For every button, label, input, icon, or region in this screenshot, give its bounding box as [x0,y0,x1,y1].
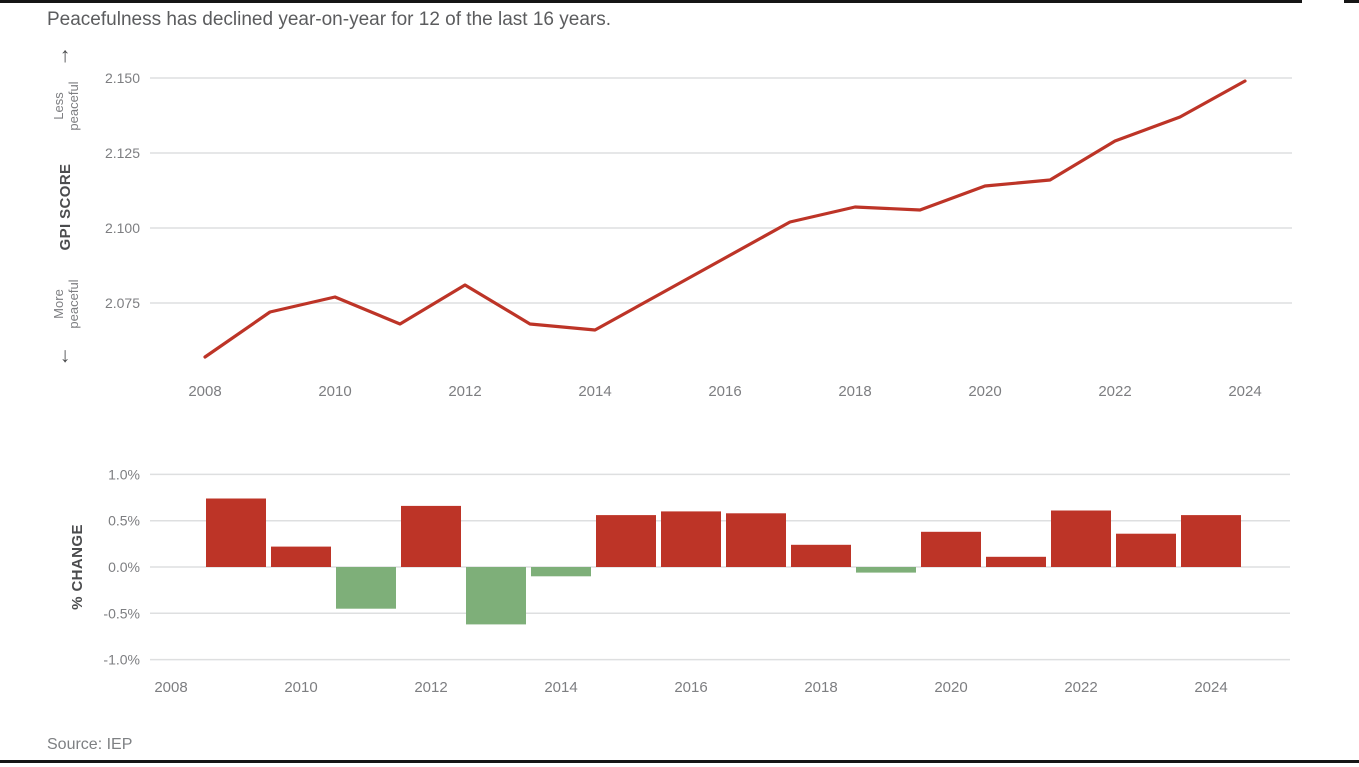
x-tick-label: 2008 [154,679,187,696]
x-tick-label: 2016 [674,679,707,696]
x-tick-label: 2024 [1228,383,1261,400]
bar-2013 [466,567,526,625]
less-peaceful-label: Less peaceful [51,81,81,131]
y-tick-label: 0.0% [108,559,140,575]
top-border-line [0,0,1302,3]
percent-change-axis-label: % CHANGE [69,524,86,610]
top-border-line-end [1344,0,1359,3]
figure-title: Peacefulness has declined year-on-year f… [47,9,611,30]
x-tick-label: 2018 [838,383,871,400]
x-tick-label: 2018 [804,679,837,696]
x-tick-label: 2020 [968,383,1001,400]
bar-2010 [271,546,331,567]
bar-2024 [1181,515,1241,567]
bottom-border-line [0,760,1359,763]
bar-2019 [856,567,916,573]
bar-2011 [336,567,396,609]
y-tick-label: 0.5% [108,513,140,529]
bar-2017 [726,513,786,567]
y-tick-label: 2.075 [105,295,140,311]
y-tick-label: 2.125 [105,145,140,161]
x-tick-label: 2014 [578,383,611,400]
x-tick-label: 2012 [448,383,481,400]
x-tick-label: 2022 [1098,383,1131,400]
bar-2015 [596,515,656,567]
gpi-score-axis-label: GPI SCORE [57,163,74,251]
y-tick-label: 2.150 [105,70,140,86]
x-tick-label: 2016 [708,383,741,400]
bar-2021 [986,556,1046,567]
bar-2012 [401,505,461,567]
y-tick-label: -1.0% [103,652,140,668]
bar-2016 [661,511,721,567]
x-tick-label: 2008 [188,383,221,400]
x-tick-label: 2010 [284,679,317,696]
bar-2009 [206,498,266,567]
bar-2022 [1051,510,1111,567]
y-tick-label: 2.100 [105,220,140,236]
x-tick-label: 2012 [414,679,447,696]
gpi-score-line [203,79,1247,359]
y-tick-label: 1.0% [108,466,140,482]
bar-2023 [1116,533,1176,567]
more-peaceful-label: More peaceful [51,279,81,329]
less-peaceful-arrow-icon: ↑ [59,44,71,67]
source-note: Source: IEP [47,736,133,753]
x-tick-label: 2022 [1064,679,1097,696]
x-tick-label: 2014 [544,679,577,696]
x-tick-label: 2020 [934,679,967,696]
bar-2018 [791,544,851,567]
y-tick-label: -0.5% [103,605,140,621]
more-peaceful-arrow-icon: ↓ [59,344,71,367]
bar-2014 [531,567,591,577]
bar-2020 [921,531,981,567]
x-tick-label: 2024 [1194,679,1227,696]
x-tick-label: 2010 [318,383,351,400]
